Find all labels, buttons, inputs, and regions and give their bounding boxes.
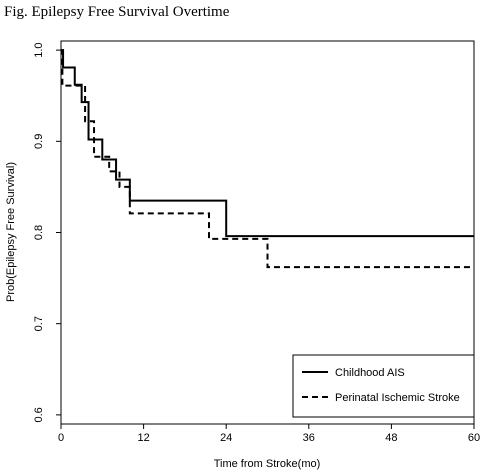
x-tick-label: 48	[385, 432, 397, 444]
x-tick-label: 12	[137, 432, 149, 444]
series-line-perinatal-ischemic-stroke	[61, 49, 474, 269]
legend-label-perinatal: Perinatal Ischemic Stroke	[335, 392, 460, 404]
x-tick-label: 36	[303, 432, 315, 444]
figure-title: Fig. Epilepsy Free Survival Overtime	[4, 4, 230, 20]
y-tick-label: 0.8	[33, 225, 45, 240]
series-layer	[61, 49, 474, 269]
x-axis-label: Time from Stroke(mo)	[214, 458, 321, 470]
y-tick-label: 0.9	[33, 134, 45, 149]
x-tick-label: 60	[468, 432, 480, 444]
series-line-childhood-ais	[61, 49, 474, 238]
x-tick-label: 24	[220, 432, 232, 444]
y-tick-label: 1.0	[33, 42, 45, 57]
legend: Childhood AIS Perinatal Ischemic Stroke	[292, 354, 475, 418]
y-axis: 0.6 0.7 0.8 0.9 1.0	[33, 42, 61, 423]
x-tick-label: 0	[58, 432, 64, 444]
legend-box	[292, 354, 475, 418]
y-tick-label: 0.6	[33, 407, 45, 422]
y-tick-label: 0.7	[33, 316, 45, 331]
y-axis-label: Prob(Epilepsy Free Survival)	[5, 162, 17, 302]
x-axis: 0 12 24 36 48 60	[58, 424, 480, 444]
legend-label-childhood-ais: Childhood AIS	[335, 367, 405, 379]
